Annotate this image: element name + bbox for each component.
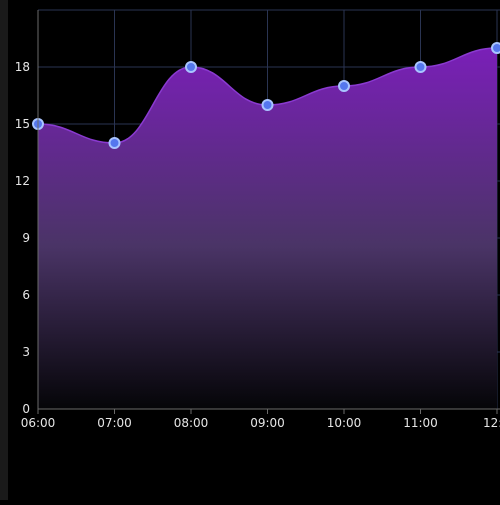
area-fill xyxy=(38,48,497,409)
x-axis: 06:00 07:00 08:00 09:00 10:00 11:00 12: xyxy=(21,408,500,430)
y-tick-label: 15 xyxy=(15,117,30,131)
data-point[interactable] xyxy=(185,61,197,73)
data-point[interactable] xyxy=(261,99,274,111)
x-tick-label: 06:00 xyxy=(21,416,56,430)
data-point[interactable] xyxy=(108,137,121,149)
data-point[interactable] xyxy=(491,42,500,54)
data-points xyxy=(32,42,500,149)
x-tick-label: 07:00 xyxy=(97,416,132,430)
x-tick-label: 09:00 xyxy=(250,416,285,430)
y-axis: 0 3 6 9 12 15 18 xyxy=(15,10,39,416)
y-tick-label: 12 xyxy=(15,174,30,188)
y-tick-label: 6 xyxy=(22,288,30,302)
x-tick-label: 11:00 xyxy=(403,416,438,430)
y-tick-label: 3 xyxy=(22,345,30,359)
data-point[interactable] xyxy=(414,61,427,73)
x-tick-label: 08:00 xyxy=(174,416,209,430)
data-point[interactable] xyxy=(338,80,350,92)
y-tick-label: 18 xyxy=(15,60,30,74)
y-tick-label: 9 xyxy=(22,231,30,245)
y-tick-label: 0 xyxy=(22,402,30,416)
x-tick-label: 10:00 xyxy=(327,416,362,430)
left-edge-strip xyxy=(0,0,8,500)
x-tick-label: 12: xyxy=(483,416,500,430)
